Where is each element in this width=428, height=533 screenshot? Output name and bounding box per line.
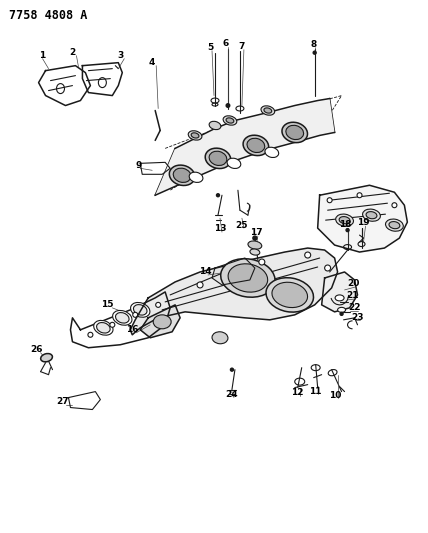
Ellipse shape (305, 252, 311, 258)
Ellipse shape (335, 295, 344, 301)
Ellipse shape (131, 302, 150, 317)
Polygon shape (83, 63, 122, 95)
Ellipse shape (247, 138, 265, 152)
Ellipse shape (250, 249, 260, 255)
Ellipse shape (88, 332, 93, 337)
Polygon shape (155, 99, 335, 195)
Polygon shape (39, 66, 90, 106)
Circle shape (253, 236, 257, 240)
Text: 26: 26 (30, 345, 43, 354)
Text: 27: 27 (56, 397, 69, 406)
Ellipse shape (228, 264, 268, 292)
Ellipse shape (209, 151, 227, 165)
Ellipse shape (97, 322, 110, 333)
Text: 1: 1 (39, 51, 46, 60)
Text: 15: 15 (101, 301, 113, 309)
Text: 13: 13 (214, 224, 226, 232)
Ellipse shape (223, 116, 237, 125)
Ellipse shape (133, 312, 138, 317)
Ellipse shape (227, 158, 241, 168)
Circle shape (346, 229, 349, 232)
Text: 17: 17 (250, 228, 262, 237)
Text: 22: 22 (348, 303, 361, 312)
Text: 7: 7 (239, 42, 245, 51)
Ellipse shape (265, 147, 279, 158)
Ellipse shape (169, 165, 195, 185)
Ellipse shape (205, 148, 231, 168)
Ellipse shape (339, 216, 350, 224)
Ellipse shape (366, 212, 377, 219)
Ellipse shape (386, 219, 403, 231)
Text: 19: 19 (357, 217, 370, 227)
Polygon shape (140, 305, 180, 338)
Ellipse shape (363, 209, 380, 221)
Circle shape (313, 51, 316, 54)
Ellipse shape (325, 265, 330, 271)
Text: 25: 25 (236, 221, 248, 230)
Ellipse shape (189, 172, 203, 182)
Text: 4: 4 (149, 58, 155, 67)
Text: 12: 12 (291, 388, 304, 397)
Polygon shape (68, 392, 101, 409)
Text: 11: 11 (309, 387, 322, 396)
Ellipse shape (110, 322, 115, 327)
Text: 2: 2 (69, 48, 76, 57)
Ellipse shape (134, 304, 147, 315)
Ellipse shape (209, 122, 221, 130)
Ellipse shape (116, 312, 129, 323)
Ellipse shape (261, 106, 275, 115)
Circle shape (230, 368, 233, 371)
Polygon shape (212, 258, 255, 285)
Polygon shape (140, 163, 170, 174)
Text: 9: 9 (135, 161, 141, 170)
Ellipse shape (212, 332, 228, 344)
Ellipse shape (357, 193, 362, 198)
Text: 7758 4808 A: 7758 4808 A (9, 9, 87, 22)
Ellipse shape (392, 203, 397, 208)
Text: 21: 21 (346, 292, 359, 301)
Ellipse shape (197, 282, 203, 288)
Text: 10: 10 (330, 391, 342, 400)
Ellipse shape (221, 259, 275, 297)
Circle shape (226, 104, 230, 107)
Text: 6: 6 (223, 39, 229, 48)
Ellipse shape (389, 222, 400, 229)
Text: 18: 18 (339, 220, 352, 229)
Text: 23: 23 (351, 313, 364, 322)
Ellipse shape (248, 241, 262, 249)
Text: 5: 5 (207, 43, 213, 52)
Ellipse shape (327, 198, 332, 203)
Text: 20: 20 (348, 279, 360, 288)
Ellipse shape (41, 353, 52, 362)
Ellipse shape (243, 135, 269, 156)
Ellipse shape (266, 278, 313, 312)
Ellipse shape (156, 302, 160, 308)
Polygon shape (71, 292, 170, 348)
Ellipse shape (286, 125, 303, 140)
Text: 3: 3 (117, 51, 123, 60)
Ellipse shape (282, 122, 307, 143)
Circle shape (340, 312, 343, 316)
Ellipse shape (259, 259, 265, 265)
Ellipse shape (173, 168, 191, 182)
Text: 14: 14 (199, 268, 211, 277)
Polygon shape (322, 272, 357, 312)
Ellipse shape (336, 214, 354, 226)
Polygon shape (130, 248, 338, 335)
Ellipse shape (191, 133, 199, 138)
Ellipse shape (272, 282, 308, 308)
Text: 16: 16 (126, 325, 139, 334)
Ellipse shape (153, 315, 171, 329)
Ellipse shape (226, 118, 234, 123)
Polygon shape (318, 185, 407, 252)
Ellipse shape (264, 108, 272, 113)
Circle shape (217, 193, 220, 197)
Ellipse shape (94, 320, 113, 335)
Ellipse shape (113, 310, 132, 325)
Text: 24: 24 (226, 390, 238, 399)
Ellipse shape (188, 131, 202, 140)
Ellipse shape (338, 308, 345, 312)
Text: 8: 8 (311, 40, 317, 49)
